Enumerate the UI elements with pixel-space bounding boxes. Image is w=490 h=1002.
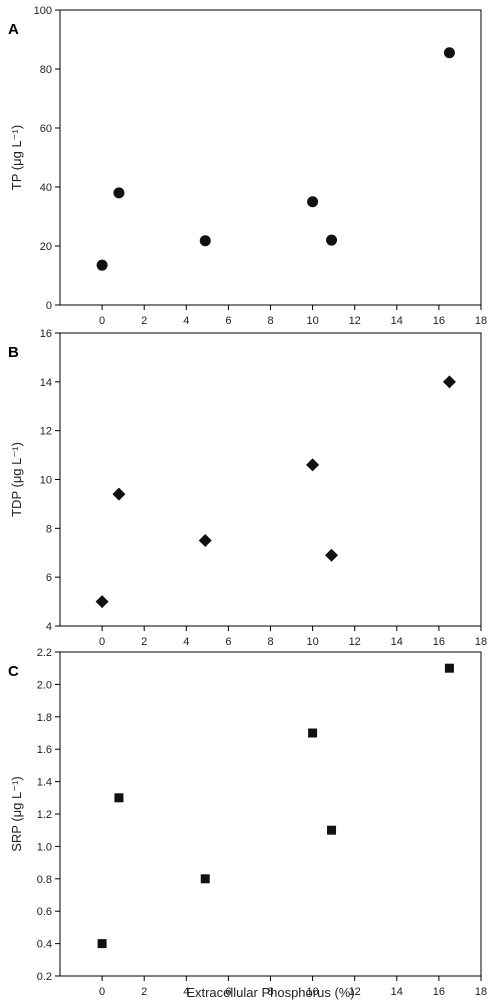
x-tick-label: 14 (391, 986, 403, 998)
y-tick-label: 0.6 (37, 906, 52, 918)
x-tick-label: 18 (475, 315, 487, 327)
x-tick-label: 8 (267, 636, 273, 648)
panel-c: C 0 2 4 6 8 10 12 14 16 18 0.2 0.4 0.6 0.8 1.0 1.2 1.4 1.6… (8, 647, 487, 1000)
panel-letter: A (8, 21, 19, 38)
x-tick-label: 0 (99, 986, 105, 998)
data-point (443, 47, 455, 59)
y-axis-label: TDP (μg L⁻¹) (9, 442, 24, 517)
x-tick-label: 12 (349, 986, 361, 998)
x-tick-label: 0 (99, 636, 105, 648)
y-tick-label: 2.2 (37, 647, 52, 659)
data-point (444, 663, 454, 673)
y-tick-label: 14 (40, 377, 52, 389)
data-point (306, 458, 320, 472)
y-tick-label: 1.8 (37, 712, 52, 724)
x-tick-label: 4 (183, 315, 189, 327)
data-point (113, 187, 125, 199)
y-tick-label: 60 (40, 123, 52, 135)
y-tick-label: 1.2 (37, 809, 52, 821)
x-tick-label: 4 (183, 636, 189, 648)
data-point (200, 874, 210, 884)
y-tick-label: 0 (46, 300, 52, 312)
x-tick-label: 2 (141, 315, 147, 327)
y-tick-label: 2.0 (37, 679, 52, 691)
data-point (97, 939, 107, 949)
y-tick-label: 1.4 (37, 777, 52, 789)
y-tick-label: 16 (40, 328, 52, 340)
data-point (114, 793, 124, 803)
x-tick-label: 18 (475, 986, 487, 998)
x-tick-label: 10 (306, 315, 318, 327)
x-axis-label: Extracellular Phosphorus (%) (186, 985, 354, 1000)
x-tick-label: 8 (267, 986, 273, 998)
x-tick-label: 6 (225, 986, 231, 998)
x-tick-label: 2 (141, 986, 147, 998)
x-tick-label: 6 (225, 315, 231, 327)
y-tick-label: 4 (46, 621, 52, 633)
y-tick-label: 0.4 (37, 939, 52, 951)
x-tick-label: 10 (306, 636, 318, 648)
y-tick-label: 8 (46, 523, 52, 535)
x-tick-label: 8 (267, 315, 273, 327)
y-tick-label: 10 (40, 475, 52, 487)
data-point (326, 234, 338, 246)
panel-letter: C (8, 663, 19, 680)
y-tick-label: 40 (40, 182, 52, 194)
panel-a: A 0 2 4 6 8 10 12 14 16 18 0 20 40 60 80 100 TP (μg L⁻¹) (8, 5, 487, 327)
x-tick-label: 14 (391, 315, 403, 327)
plot-frame (59, 651, 482, 977)
x-tick-label: 4 (183, 986, 189, 998)
data-point (198, 534, 212, 548)
data-point (442, 375, 456, 389)
plot-frame (59, 332, 482, 627)
y-tick-label: 1.0 (37, 841, 52, 853)
x-tick-label: 12 (349, 315, 361, 327)
x-tick-label: 16 (433, 636, 445, 648)
x-tick-label: 10 (306, 986, 318, 998)
y-tick-label: 20 (40, 241, 52, 253)
y-tick-label: 0.8 (37, 874, 52, 886)
x-tick-label: 18 (475, 636, 487, 648)
y-tick-label: 80 (40, 64, 52, 76)
data-point (325, 548, 339, 562)
y-axis-label: TP (μg L⁻¹) (9, 125, 24, 190)
x-tick-label: 14 (391, 636, 403, 648)
data-point (199, 235, 211, 247)
data-point (95, 595, 109, 609)
y-tick-label: 6 (46, 572, 52, 584)
data-point (308, 728, 318, 738)
x-tick-label: 2 (141, 636, 147, 648)
x-tick-label: 12 (349, 636, 361, 648)
y-axis-label: SRP (μg L⁻¹) (9, 776, 24, 852)
data-point (307, 196, 319, 208)
plot-frame (59, 9, 482, 306)
y-tick-label: 0.2 (37, 971, 52, 983)
x-tick-label: 16 (433, 986, 445, 998)
x-tick-label: 6 (225, 636, 231, 648)
y-tick-label: 100 (34, 5, 52, 17)
panel-letter: B (8, 344, 19, 361)
data-point (112, 487, 126, 501)
data-point (96, 259, 108, 271)
data-point (327, 825, 337, 835)
panel-b: B 0 2 4 6 8 10 12 14 16 18 4 6 8 10 12 14 16 TDP (μg L⁻¹) (8, 328, 487, 648)
x-tick-label: 0 (99, 315, 105, 327)
y-tick-label: 1.6 (37, 744, 52, 756)
y-tick-label: 12 (40, 426, 52, 438)
x-tick-label: 16 (433, 315, 445, 327)
